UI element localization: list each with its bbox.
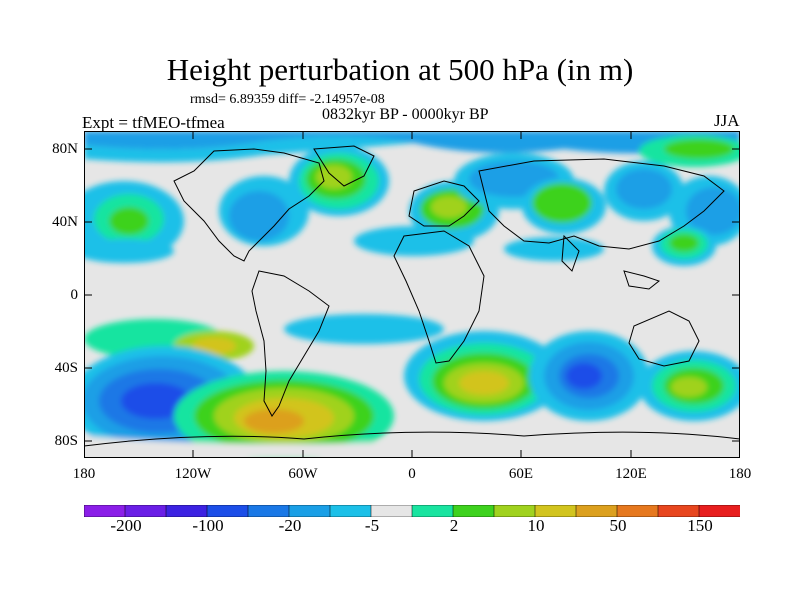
colorbar-label-7: 50 <box>609 516 627 535</box>
colorbar-label-1: -200 <box>110 516 142 535</box>
colorbar-label-2: -100 <box>192 516 224 535</box>
colorbar-label-6: 10 <box>527 516 545 535</box>
period-label: 0832kyr BP - 0000kyr BP <box>322 106 489 123</box>
colorbar-label-8: 150 <box>687 516 713 535</box>
height-perturbation-map <box>84 131 740 458</box>
axis-ticks <box>84 131 740 458</box>
lon-label-180-right: 180 <box>728 466 752 482</box>
season-label: JJA <box>714 111 740 130</box>
colorbar-label-4: -5 <box>364 516 380 535</box>
lat-label-80s: 80S <box>54 433 78 449</box>
colorbar-label-3: -20 <box>278 516 302 535</box>
stats-line: rmsd= 6.89359 diff= -2.14957e-08 <box>190 92 385 107</box>
lon-label-180-left: 180 <box>72 466 96 482</box>
lon-label-120w: 120W <box>174 466 212 482</box>
colorbar <box>84 505 740 517</box>
chart-title: Height perturbation at 500 hPa (in m) <box>166 52 634 87</box>
lon-label-60e: 60E <box>508 466 534 482</box>
lat-label-40s: 40S <box>54 360 78 376</box>
colorbar-label-5: 2 <box>449 516 459 535</box>
lon-label-0: 0 <box>408 466 416 482</box>
coastlines <box>84 145 740 447</box>
lat-label-40n: 40N <box>52 214 78 230</box>
colorbar-swatch <box>698 505 740 517</box>
lat-label-80n: 80N <box>52 141 78 157</box>
experiment-label: Expt = tfMEO-tfmea <box>82 113 225 132</box>
lon-label-120e: 120E <box>615 466 647 482</box>
lon-label-60w: 60W <box>288 466 318 482</box>
lat-label-0: 0 <box>70 287 79 303</box>
